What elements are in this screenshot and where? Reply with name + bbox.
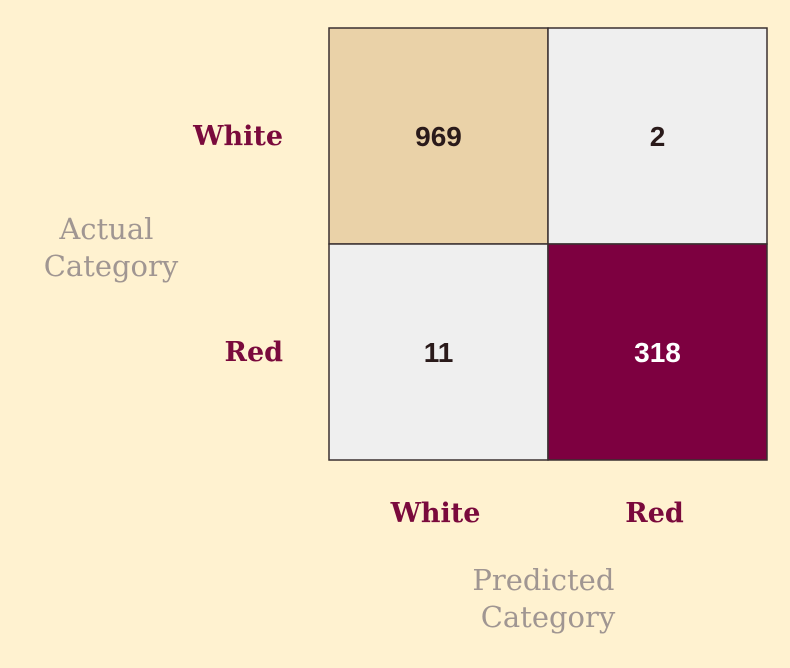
row-label-white: White bbox=[192, 121, 283, 152]
matrix-cells: 969 2 11 318 bbox=[328, 27, 768, 461]
column-label-white: White bbox=[390, 498, 481, 529]
x-axis-title-line1: Predicted bbox=[472, 563, 614, 597]
cell-value-label: 969 bbox=[415, 121, 462, 152]
column-label-red: Red bbox=[625, 498, 684, 529]
cell-value-label: 318 bbox=[634, 337, 681, 368]
matrix-cell-white-red bbox=[547, 27, 768, 245]
matrix-cell-red-white bbox=[328, 243, 549, 461]
x-axis-title-line2: Category bbox=[481, 600, 616, 634]
column-labels: White Red bbox=[390, 498, 684, 529]
row-label-red: Red bbox=[225, 337, 284, 368]
row-labels: White Red bbox=[192, 121, 283, 368]
y-axis-title-line2: Category bbox=[44, 249, 179, 283]
matrix-cell-white-white bbox=[328, 27, 549, 245]
cell-value-label: 11 bbox=[424, 337, 454, 368]
y-axis-title: Actual Category bbox=[44, 212, 179, 283]
x-axis-title: Predicted Category bbox=[472, 563, 623, 634]
cell-value-label: 2 bbox=[650, 121, 666, 152]
y-axis-title-line1: Actual bbox=[58, 212, 153, 246]
matrix-cell-red-red bbox=[547, 243, 768, 461]
